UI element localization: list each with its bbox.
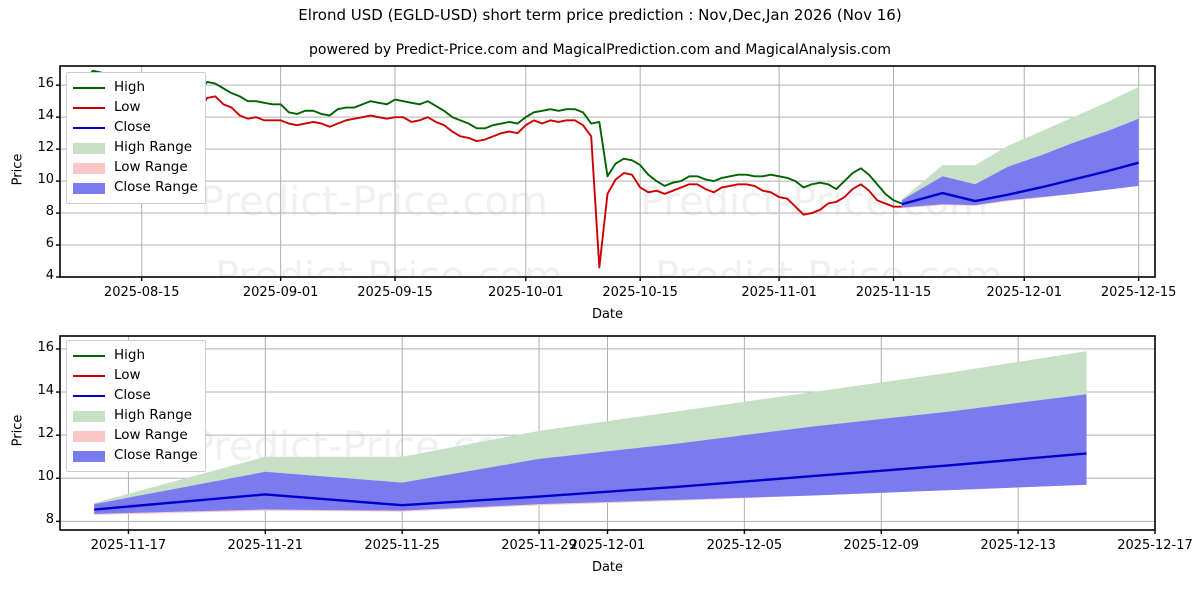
y-tick-label: 12 — [37, 426, 54, 442]
x-tick-label: 2025-12-01 — [569, 538, 646, 553]
detail-x-axis-label: Date — [591, 560, 624, 575]
y-tick-label: 6 — [45, 236, 54, 252]
y-tick-label: 4 — [45, 268, 54, 283]
y-tick-label: 14 — [37, 108, 54, 124]
x-tick-label: 2025-10-01 — [488, 285, 564, 300]
overview-x-axis-label: Date — [591, 307, 624, 322]
x-tick-label: 2025-12-01 — [986, 285, 1063, 300]
legend-label: Close Range — [114, 179, 198, 196]
x-tick-label: 2025-11-21 — [227, 538, 304, 553]
y-tick-label: 16 — [37, 339, 54, 355]
legend-swatch-low-icon — [73, 375, 105, 377]
legend-swatch-close-range-icon — [73, 182, 105, 194]
legend-item-high-range: High Range — [73, 406, 198, 426]
y-tick-label: 8 — [45, 204, 54, 220]
x-tick-label: 2025-09-15 — [357, 285, 433, 300]
legend-item-low: Low — [73, 366, 198, 386]
legend-item-close: Close — [73, 386, 198, 406]
x-tick-label: 2025-11-17 — [90, 538, 167, 553]
x-tick-label: 2025-10-15 — [602, 285, 678, 300]
legend-swatch-close-range-icon — [73, 450, 105, 462]
legend-item-low: Low — [73, 98, 198, 118]
x-tick-label: 2025-12-15 — [1100, 285, 1177, 300]
y-tick-label: 10 — [37, 172, 54, 188]
legend-swatch-low-range-icon — [73, 430, 105, 442]
legend-label: High Range — [114, 407, 193, 424]
svg-text:Predict-Price.com: Predict-Price.com — [215, 254, 563, 300]
legend-swatch-high-icon — [73, 355, 105, 357]
svg-text:Predict-Price.com: Predict-Price.com — [200, 179, 548, 225]
y-tick-label: 10 — [37, 469, 54, 485]
legend-label: Low Range — [114, 159, 188, 176]
legend-item-high: High — [73, 346, 198, 366]
legend-swatch-high-range-icon — [73, 142, 105, 154]
legend-item-high: High — [73, 78, 198, 98]
legend-label: Close — [114, 387, 151, 404]
x-tick-label: 2025-09-01 — [242, 285, 319, 300]
page-title: Elrond USD (EGLD-USD) short term price p… — [298, 6, 902, 24]
x-tick-label: 2025-11-29 — [501, 538, 577, 553]
legend-label: Low — [114, 99, 141, 116]
legend-item-close: Close — [73, 118, 198, 138]
legend-item-high-range: High Range — [73, 138, 198, 158]
legend-swatch-high-icon — [73, 87, 105, 89]
overview-legend: High Low Close High Range Low Range Close Ran… — [66, 72, 206, 204]
legend-swatch-high-range-icon — [73, 410, 105, 422]
x-tick-label: 2025-12-09 — [843, 538, 920, 553]
legend-label: High — [114, 79, 146, 96]
legend-swatch-close-icon — [73, 395, 105, 397]
detail-legend: High Low Close High Range Low Range Close Ran… — [66, 340, 206, 472]
x-tick-label: 2025-11-15 — [855, 285, 932, 300]
x-tick-label: 2025-08-15 — [103, 285, 180, 300]
page-subtitle: powered by Predict-Price.com and Magical… — [309, 42, 891, 58]
y-tick-label: 8 — [45, 512, 54, 528]
y-tick-label: 12 — [37, 140, 54, 156]
y-tick-label: 14 — [37, 383, 54, 399]
x-tick-label: 2025-12-17 — [1117, 538, 1193, 553]
overview-chart-svg: Predict-Price.com Predict-Price.com Predic… — [56, 65, 1156, 300]
legend-swatch-close-icon — [73, 127, 105, 129]
legend-label: Close — [114, 119, 151, 136]
x-tick-label: 2025-12-05 — [706, 538, 783, 553]
legend-label: Low — [114, 367, 141, 384]
legend-item-low-range: Low Range — [73, 426, 198, 446]
legend-label: High — [114, 347, 146, 364]
legend-swatch-low-icon — [73, 107, 105, 109]
legend-item-close-range: Close Range — [73, 446, 198, 466]
x-tick-label: 2025-11-25 — [364, 538, 440, 553]
legend-item-close-range: Close Range — [73, 178, 198, 198]
legend-label: Low Range — [114, 427, 188, 444]
y-tick-label: 16 — [37, 76, 54, 92]
legend-label: High Range — [114, 139, 193, 156]
x-tick-label: 2025-11-01 — [741, 285, 817, 300]
legend-swatch-low-range-icon — [73, 162, 105, 174]
legend-label: Close Range — [114, 447, 198, 464]
legend-item-low-range: Low Range — [73, 158, 198, 178]
overview-chart-panel: Predict-Price.com Predict-Price.com Predic… — [0, 60, 1200, 320]
svg-text:Predict-Price.com: Predict-Price.com — [655, 254, 1003, 300]
x-tick-label: 2025-12-13 — [980, 538, 1056, 553]
